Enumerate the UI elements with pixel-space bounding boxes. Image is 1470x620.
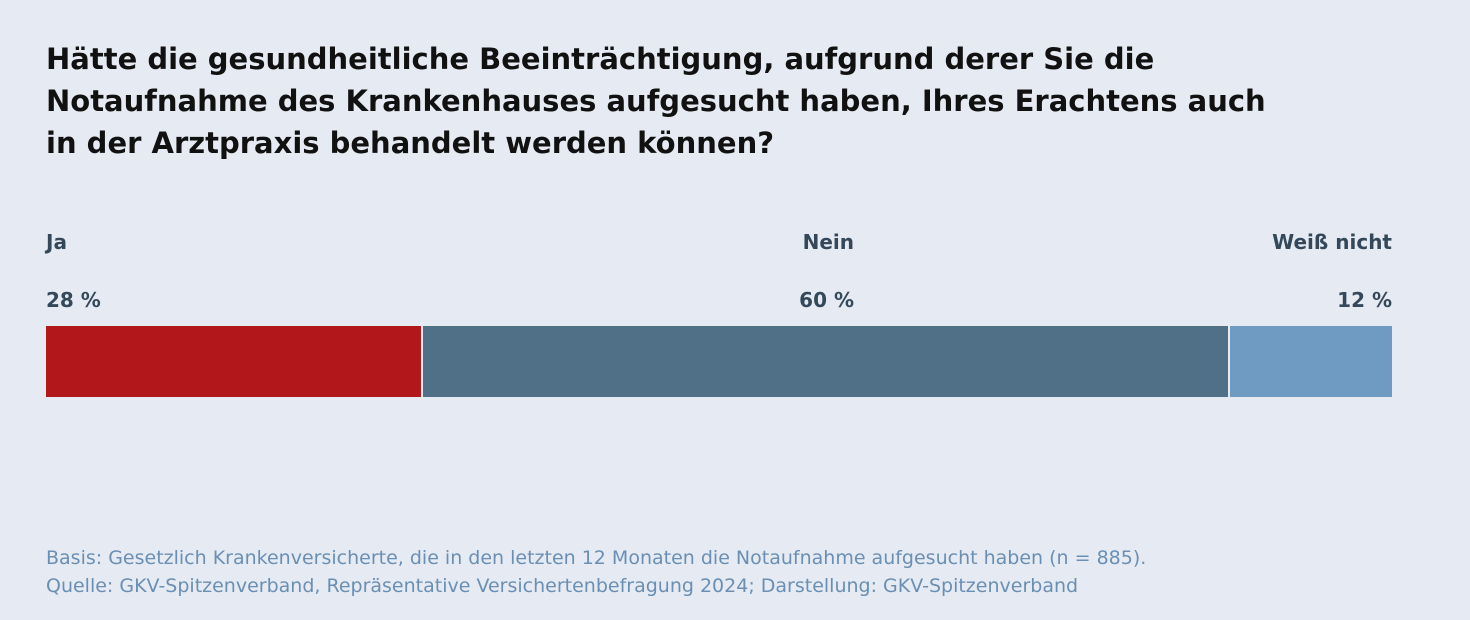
value-label-weiss-nicht: 12 %: [1337, 288, 1392, 312]
value-label-ja: 28 %: [46, 288, 101, 312]
bar-segment-ja: [46, 326, 421, 397]
value-label-nein: 60 %: [799, 288, 854, 312]
footnote-source: Quelle: GKV-Spitzenverband, Repräsentati…: [46, 575, 1079, 597]
footnote: Basis: Gesetzlich Krankenversicherte, di…: [46, 544, 1146, 600]
bar-segment-nein: [423, 326, 1228, 397]
chart-title: Hätte die gesundheitliche Beeinträchtigu…: [46, 42, 1266, 160]
stacked-bar-chart: Ja 28 % Nein 60 % Weiß nicht 12 %: [46, 220, 1392, 400]
category-label-ja: Ja: [46, 230, 67, 254]
bar-segment-weiss-nicht: [1230, 326, 1392, 397]
category-label-weiss-nicht: Weiß nicht: [1272, 230, 1392, 254]
category-label-nein: Nein: [802, 230, 854, 254]
footnote-basis: Basis: Gesetzlich Krankenversicherte, di…: [46, 547, 1147, 569]
